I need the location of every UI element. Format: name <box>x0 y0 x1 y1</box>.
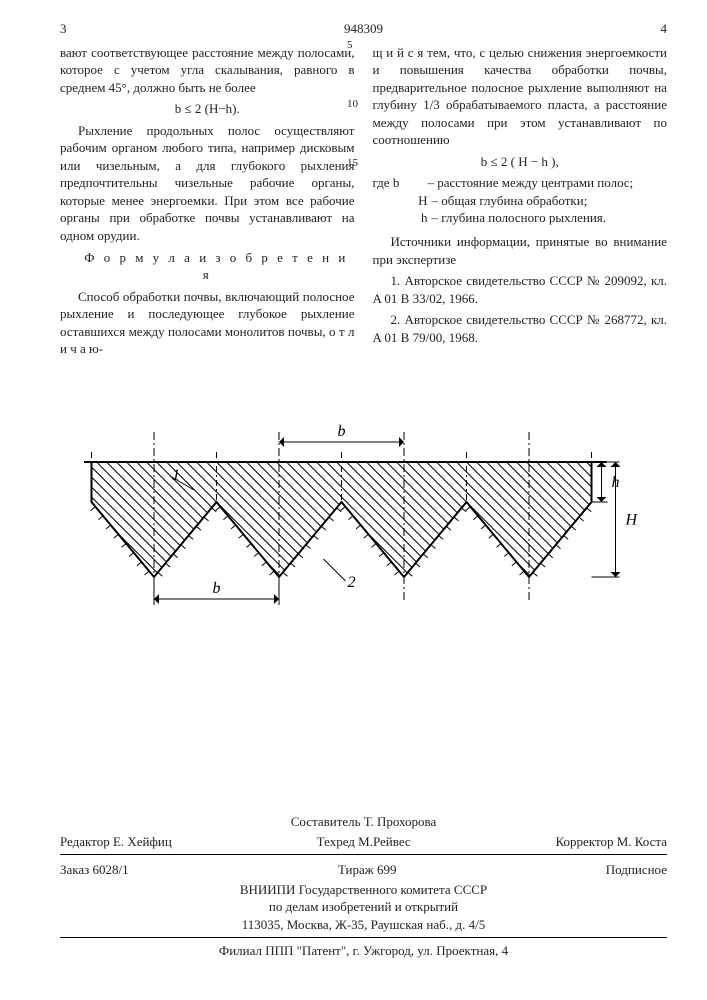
line-number: 10 <box>347 99 358 110</box>
where-text: – расстояние между центрами полос; <box>428 174 668 192</box>
svg-text:b: b <box>212 580 220 597</box>
svg-text:H: H <box>624 511 638 528</box>
where-label: где <box>373 175 390 190</box>
paragraph: Рыхление продольных полос осуществляют р… <box>60 122 355 245</box>
org-line-1: ВНИИПИ Государственного комитета СССР <box>60 881 667 899</box>
line-number: 5 <box>347 40 358 51</box>
where-sym: b <box>393 175 400 190</box>
page: 3 948309 4 5 10 15 вают соответствующее … <box>0 0 707 1000</box>
patent-number: 948309 <box>67 20 661 38</box>
where-b: где b – расстояние между центрами полос; <box>373 174 668 192</box>
page-num-right: 4 <box>661 20 668 38</box>
where-sym: H <box>418 193 427 208</box>
where-sym: h <box>421 210 428 225</box>
where-H: H – общая глубина обработки; <box>373 192 668 210</box>
paragraph: щ и й с я тем, что, с целью снижения эне… <box>373 44 668 149</box>
claims-title: Ф о р м у л а и з о б р е т е н и я <box>60 249 355 284</box>
corrector: Корректор М. Коста <box>556 833 667 851</box>
svg-text:b: b <box>337 423 345 440</box>
org-line-2: по делам изобретений и открытий <box>60 898 667 916</box>
text-columns: вают соответствующее расстояние между по… <box>60 44 667 362</box>
subscript: Подписное <box>606 861 667 879</box>
paragraph: вают соответствующее расстояние между по… <box>60 44 355 97</box>
formula-1: b ≤ 2 (H−h). <box>60 100 355 118</box>
left-column: вают соответствующее расстояние между по… <box>60 44 355 362</box>
svg-text:2: 2 <box>347 574 355 591</box>
techred: Техред М.Рейвес <box>317 833 411 851</box>
refs-title: Источники информации, принятые во вниман… <box>373 233 668 268</box>
branch: Филиал ППП "Патент", г. Ужгород, ул. Про… <box>60 942 667 960</box>
order-row: Заказ 6028/1 Тираж 699 Подписное <box>60 859 667 879</box>
where-text: – глубина полосного рыхления. <box>432 209 668 227</box>
header-row: 3 948309 4 <box>60 20 667 38</box>
paragraph: Способ обработки почвы, включающий полос… <box>60 288 355 358</box>
line-number: 15 <box>347 158 358 169</box>
where-h: h – глубина полосного рыхления. <box>373 209 668 227</box>
footer-block: Составитель Т. Прохорова Редактор Е. Хей… <box>60 813 667 960</box>
diagram-svg: bbhH12 <box>84 422 644 622</box>
tirazh: Тираж 699 <box>338 861 397 879</box>
reference: 2. Авторское свидетельство СССР № 268772… <box>373 311 668 346</box>
where-text: – общая глубина обработки; <box>432 192 668 210</box>
editor: Редактор Е. Хейфиц <box>60 833 172 851</box>
line-numbers: 5 10 15 <box>347 40 358 217</box>
order: Заказ 6028/1 <box>60 861 129 879</box>
formula-2: b ≤ 2 ( H − h ), <box>373 153 668 171</box>
compiler: Составитель Т. Прохорова <box>60 813 667 831</box>
credits-row: Редактор Е. Хейфиц Техред М.Рейвес Корре… <box>60 831 667 851</box>
right-column: щ и й с я тем, что, с целью снижения эне… <box>373 44 668 362</box>
soil-diagram: bbhH12 <box>60 422 667 622</box>
reference: 1. Авторское свидетельство СССР № 209092… <box>373 272 668 307</box>
address: 113035, Москва, Ж-35, Раушская наб., д. … <box>60 916 667 934</box>
